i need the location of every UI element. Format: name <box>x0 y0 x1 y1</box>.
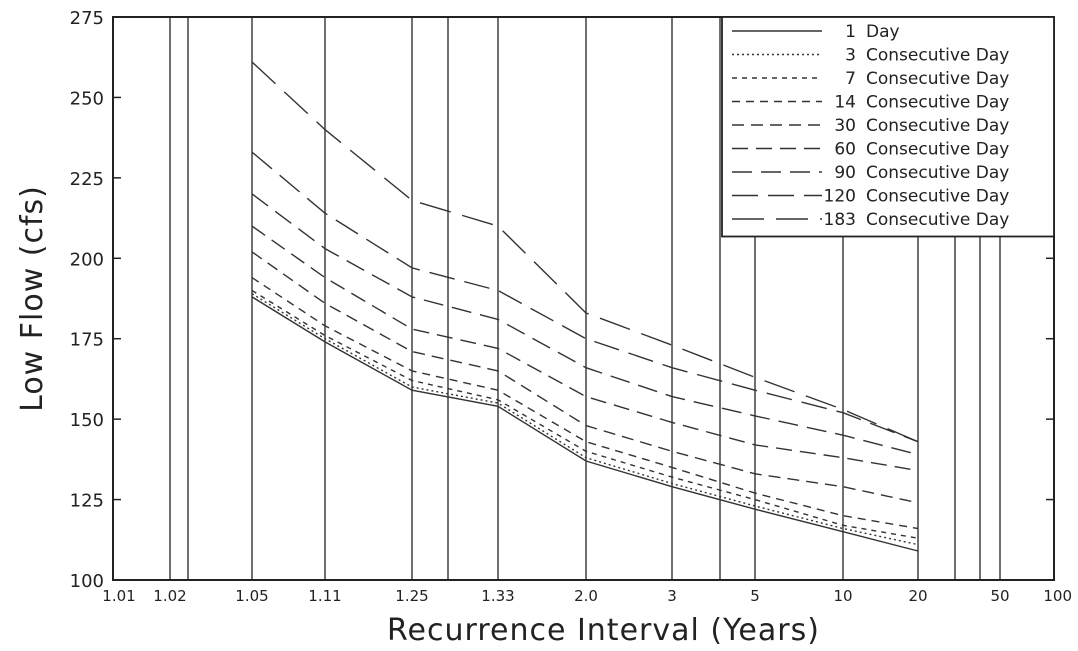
legend-label: 3 <box>845 46 856 66</box>
x-tick-label: 100 <box>1043 587 1072 605</box>
series-line <box>251 151 919 443</box>
x-tick-label: 50 <box>990 587 1009 605</box>
y-tick-label: 125 <box>70 491 104 512</box>
x-axis-title: Recurrence Interval (Years) <box>387 613 820 647</box>
legend-label: 30 <box>834 116 856 136</box>
y-tick-label: 200 <box>70 249 104 270</box>
legend-label: Consecutive Day <box>866 163 1009 183</box>
x-tick-labels: 1.01 1.02 1.05 1.11 1.25 1.33 2.0 3 5 10 20 50 100 <box>102 587 1072 605</box>
series-line <box>251 277 919 530</box>
legend: 1 Day 3 Consecutive Day 7 Consecutive Day 14 Co… <box>721 16 1055 238</box>
x-tick-label: 2.0 <box>574 587 598 605</box>
legend-label: 14 <box>834 93 856 113</box>
y-tick-label: 100 <box>70 571 104 592</box>
legend-label: 1 <box>845 22 856 42</box>
series-line <box>251 193 919 456</box>
legend-label: Consecutive Day <box>866 46 1009 66</box>
legend-label: 90 <box>834 163 856 183</box>
x-tick-label: 5 <box>750 587 760 605</box>
series-line <box>251 296 919 552</box>
series-line <box>251 61 919 443</box>
series-line <box>251 225 919 472</box>
x-tick-label: 1.02 <box>153 587 186 605</box>
y-tick-labels: 100 125 150 175 200 225 250 275 <box>70 8 1054 592</box>
x-tick-label: 1.05 <box>235 587 268 605</box>
x-tick-label: 1.33 <box>481 587 514 605</box>
legend-label: 7 <box>845 69 856 89</box>
legend-label: Consecutive Day <box>866 140 1009 160</box>
legend-label: Day <box>866 22 900 42</box>
legend-label: 120 <box>824 187 856 207</box>
legend-label: Consecutive Day <box>866 69 1009 89</box>
legend-box <box>721 16 1055 238</box>
legend-label: Consecutive Day <box>866 210 1009 230</box>
y-tick-label: 250 <box>70 88 104 109</box>
series-line <box>251 289 919 539</box>
legend-label: Consecutive Day <box>866 93 1009 113</box>
x-tick-label: 1.11 <box>308 587 341 605</box>
legend-label: Consecutive Day <box>866 116 1009 136</box>
x-tick-label: 3 <box>667 587 677 605</box>
series-line <box>251 293 919 546</box>
series-line <box>251 251 919 504</box>
x-tick-label: 10 <box>833 587 852 605</box>
y-tick-label: 275 <box>70 8 104 29</box>
legend-label: 60 <box>834 140 856 160</box>
series-layer <box>251 61 919 552</box>
x-tick-label: 1.25 <box>395 587 428 605</box>
y-tick-label: 225 <box>70 169 104 190</box>
y-tick-label: 175 <box>70 330 104 351</box>
plot-frame <box>112 16 1055 581</box>
legend-label: Consecutive Day <box>866 187 1009 207</box>
legend-label: 183 <box>824 210 856 230</box>
y-tick-label: 150 <box>70 410 104 431</box>
x-tick-label: 20 <box>908 587 927 605</box>
x-tick-label: 1.01 <box>102 587 135 605</box>
y-axis-title: Low Flow (cfs) <box>15 185 50 412</box>
